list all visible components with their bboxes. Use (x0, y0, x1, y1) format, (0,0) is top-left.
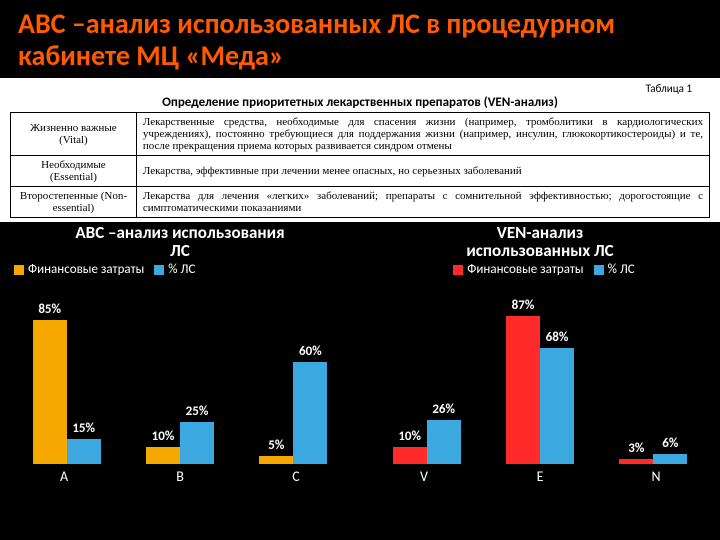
bar-value-label: 85% (38, 302, 61, 317)
legend-swatch (14, 265, 24, 275)
bar: 6% (653, 454, 687, 464)
charts-row: ABC –анализ использованияЛС Финансовые з… (0, 224, 720, 504)
bar: 26% (427, 420, 461, 464)
table-row: Необходимые (Essential) Лекарства, эффек… (11, 156, 710, 187)
chart-x-axis: ABC (6, 468, 354, 485)
axis-label: N (598, 468, 714, 485)
table-cell: Лекарственные средства, необходимые для … (136, 113, 709, 156)
abc-chart: ABC –анализ использованияЛС Финансовые з… (0, 224, 360, 504)
legend-swatch (594, 265, 604, 275)
bar-value-label: 3% (628, 441, 644, 456)
legend-item: % ЛС (594, 262, 635, 277)
bar-group: 10%25% (123, 422, 236, 465)
ven-table-panel: Таблица 1 Определение приоритетных лекар… (0, 78, 720, 222)
bar-group: 87%68% (483, 316, 596, 464)
bar-value-label: 5% (268, 438, 284, 453)
table-cell: Необходимые (Essential) (11, 156, 137, 187)
table-cell: Лекарства для лечения «легких» заболеван… (136, 187, 709, 218)
axis-label: B (122, 468, 238, 485)
legend-item: Финансовые затраты (453, 262, 583, 277)
bar-group: 3%6% (597, 454, 710, 464)
chart-title: ABC –анализ использованияЛС (6, 224, 354, 260)
bar-value-label: 25% (186, 404, 209, 419)
axis-label: A (6, 468, 122, 485)
bar-value-label: 10% (398, 429, 421, 444)
bar: 10% (393, 447, 427, 464)
bar: 15% (67, 439, 101, 465)
legend-item: Финансовые затраты (14, 262, 144, 277)
ven-definition-table: Жизненно важные (Vital) Лекарственные ср… (10, 112, 710, 218)
chart-title: VEN-анализиспользованных ЛС (366, 224, 714, 260)
ven-chart: VEN-анализиспользованных ЛС Финансовые з… (360, 224, 720, 504)
legend-label: Финансовые затраты (467, 262, 583, 277)
legend-label: % ЛС (168, 262, 195, 277)
bar: 25% (180, 422, 214, 465)
slide-title: ABC –анализ использованных ЛС в процедур… (0, 0, 720, 76)
bar: 5% (259, 456, 293, 465)
axis-label: V (366, 468, 482, 485)
table-row: Второстепенные (Non-essential) Лекарства… (11, 187, 710, 218)
legend-swatch (453, 265, 463, 275)
bar-group: 85%15% (10, 320, 123, 465)
chart-legend: Финансовые затраты % ЛС (14, 262, 354, 277)
bar-value-label: 60% (299, 344, 322, 359)
legend-label: % ЛС (608, 262, 635, 277)
table-cell: Жизненно важные (Vital) (11, 113, 137, 156)
bar-value-label: 26% (432, 402, 455, 417)
legend-label: Финансовые затраты (28, 262, 144, 277)
chart-legend: Финансовые затраты % ЛС (374, 262, 714, 277)
bar-value-label: 15% (72, 421, 95, 436)
chart-x-axis: VEN (366, 468, 714, 485)
chart-plot-area: 85%15%10%25%5%60% (6, 279, 354, 464)
bar-value-label: 87% (512, 298, 535, 313)
bar-value-label: 68% (546, 330, 569, 345)
table-row: Жизненно важные (Vital) Лекарственные ср… (11, 113, 710, 156)
bar-group: 10%26% (370, 420, 483, 464)
table-number-label: Таблица 1 (10, 82, 710, 95)
bar-group: 5%60% (237, 362, 350, 464)
legend-swatch (154, 265, 164, 275)
bar-value-label: 6% (662, 436, 678, 451)
axis-label: C (238, 468, 354, 485)
bar: 3% (619, 459, 653, 464)
bar: 85% (33, 320, 67, 465)
bar-value-label: 10% (152, 429, 175, 444)
bar: 10% (146, 447, 180, 464)
axis-label: E (482, 468, 598, 485)
table-cell: Лекарства, эффективные при лечении менее… (136, 156, 709, 187)
legend-item: % ЛС (154, 262, 195, 277)
bar: 60% (293, 362, 327, 464)
bar: 68% (540, 348, 574, 464)
table-caption: Определение приоритетных лекарственных п… (10, 95, 710, 110)
chart-plot-area: 10%26%87%68%3%6% (366, 279, 714, 464)
bar: 87% (506, 316, 540, 464)
table-cell: Второстепенные (Non-essential) (11, 187, 137, 218)
